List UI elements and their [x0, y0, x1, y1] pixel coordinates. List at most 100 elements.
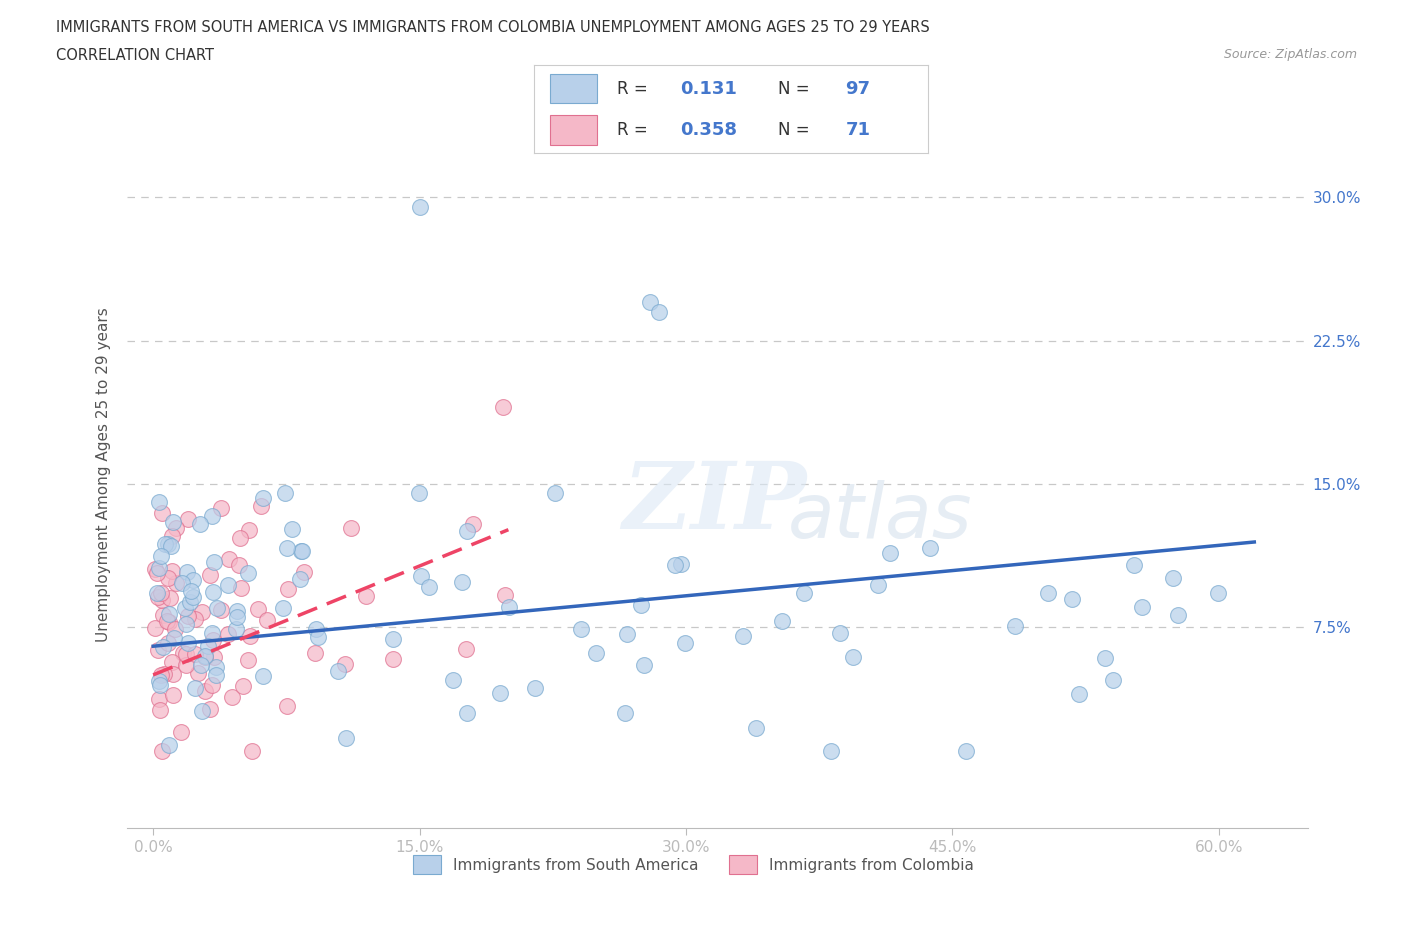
Point [229, 581, 252, 596]
Point [456, 641, 478, 656]
Point [664, 558, 686, 573]
Point [143, 621, 166, 636]
Point [1004, 618, 1026, 633]
Point [152, 640, 174, 655]
Point [157, 606, 180, 621]
Point [1036, 585, 1059, 600]
Point [1102, 673, 1125, 688]
Point [333, 657, 356, 671]
Point [229, 530, 252, 545]
Point [181, 572, 204, 587]
Point [145, 562, 167, 577]
Point [179, 594, 201, 609]
Point [160, 655, 183, 670]
Point [160, 528, 183, 543]
Point [202, 554, 225, 569]
Point [191, 704, 214, 719]
Point [156, 614, 179, 629]
Point [198, 701, 221, 716]
Point [148, 673, 170, 688]
Point [150, 668, 173, 683]
Point [770, 614, 793, 629]
Point [190, 658, 212, 672]
Text: 71: 71 [845, 121, 870, 139]
Point [418, 579, 440, 594]
Point [408, 486, 430, 501]
Point [408, 199, 430, 214]
Point [281, 522, 304, 537]
Point [731, 628, 754, 643]
Point [198, 567, 221, 582]
Point [176, 646, 198, 661]
Point [177, 636, 200, 651]
Point [177, 608, 200, 623]
Text: R =: R = [617, 80, 648, 98]
Point [273, 601, 295, 616]
Point [150, 744, 173, 759]
Point [148, 494, 170, 509]
Point [172, 645, 194, 660]
Point [614, 705, 637, 720]
Point [828, 625, 851, 640]
Point [160, 564, 183, 578]
Point [382, 631, 405, 646]
Point [456, 706, 478, 721]
Point [194, 684, 217, 698]
Point [841, 649, 863, 664]
Point [236, 652, 259, 667]
Point [156, 537, 179, 551]
Point [217, 626, 239, 641]
Point [239, 629, 262, 644]
Point [616, 626, 638, 641]
Point [180, 584, 202, 599]
Point [204, 668, 226, 683]
Point [524, 680, 547, 695]
Point [252, 491, 274, 506]
Point [1069, 687, 1091, 702]
Point [1167, 607, 1189, 622]
Text: N =: N = [779, 80, 810, 98]
Text: ZIP: ZIP [623, 458, 807, 548]
Point [197, 639, 219, 654]
Point [174, 617, 197, 631]
Point [494, 587, 516, 602]
Text: CORRELATION CHART: CORRELATION CHART [56, 48, 214, 63]
Point [146, 565, 169, 580]
Point [240, 744, 263, 759]
Point [148, 561, 170, 576]
Point [205, 659, 228, 674]
Point [177, 512, 200, 526]
Point [162, 688, 184, 703]
FancyBboxPatch shape [550, 74, 598, 103]
Point [184, 612, 207, 627]
Point [326, 663, 349, 678]
Point [1122, 558, 1144, 573]
Point [648, 304, 671, 319]
Point [1094, 650, 1116, 665]
Text: R =: R = [617, 121, 648, 139]
Point [157, 737, 180, 752]
Point [150, 592, 173, 607]
Text: atlas: atlas [787, 480, 973, 553]
Point [165, 576, 187, 591]
Point [236, 565, 259, 580]
Point [194, 648, 217, 663]
Point [201, 677, 224, 692]
Point [305, 621, 328, 636]
Point [207, 600, 229, 615]
Point [152, 667, 174, 682]
Point [382, 651, 405, 666]
Point [188, 517, 211, 532]
Point [201, 632, 224, 647]
Point [184, 646, 207, 661]
Point [492, 399, 515, 414]
Point [159, 591, 181, 605]
Point [187, 666, 209, 681]
Point [411, 568, 433, 583]
Point [498, 599, 520, 614]
Point [194, 649, 217, 664]
Point [246, 602, 269, 617]
Point [238, 523, 260, 538]
Point [225, 621, 247, 636]
Text: Source: ZipAtlas.com: Source: ZipAtlas.com [1223, 48, 1357, 61]
